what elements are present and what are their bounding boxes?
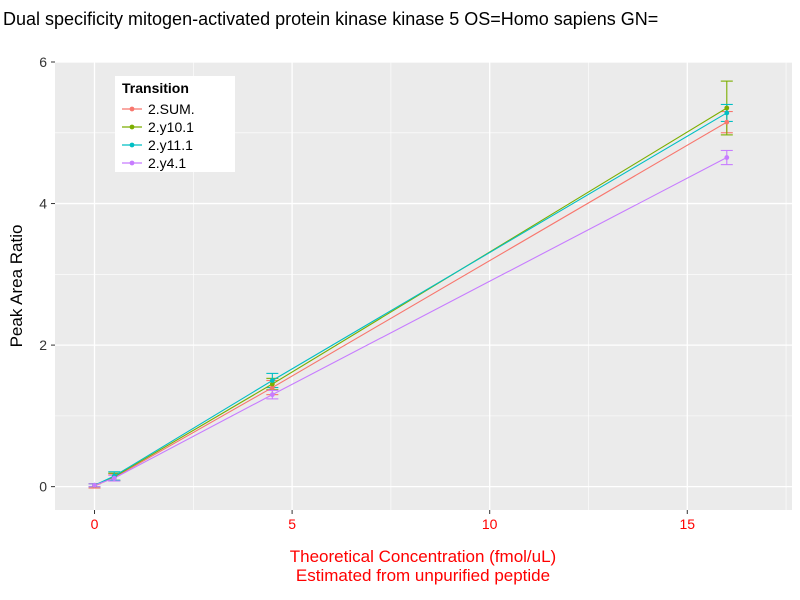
series-lines [94,107,728,487]
legend-key-point [129,160,135,166]
legend-label: 2.y11.1 [148,137,193,153]
data-point-2.y10.1 [724,105,730,111]
y-tick-label: 0 [39,479,47,495]
legend: Transition 2.SUM. 2.y10.1 2.y11.1 2.y4.1 [115,76,235,172]
legend-key-point [129,106,135,112]
legend-label: 2.SUM. [148,101,195,117]
data-point-2.SUM. [724,119,730,125]
x-axis-label-line2: Estimated from unpurified peptide [296,566,550,585]
x-tick-label: 15 [679,516,695,532]
series-line-2.y11.1 [94,112,728,486]
y-tick-label: 2 [39,337,47,353]
legend-label: 2.y4.1 [148,155,186,171]
y-axis-label: Peak Area Ratio [7,225,26,348]
x-tick-label: 0 [91,516,99,532]
data-point-2.y11.1 [269,378,275,383]
y-tick-label: 4 [39,196,47,212]
data-point-2.SUM. [269,385,275,390]
axis-ticks: 0 5 10 15 0 2 4 6 [39,54,695,532]
chart-title: l Dual specificity mitogen-activated pro… [0,9,658,29]
gridlines [55,61,792,510]
data-point-2.y4.1 [724,155,730,160]
data-point-2.y10.1 [269,381,275,387]
legend-box [115,76,235,172]
series-points [92,105,730,489]
data-point-2.y4.1 [269,392,275,398]
data-point-2.y11.1 [724,110,730,116]
legend-title: Transition [122,80,189,96]
series-line-2.y4.1 [94,157,728,486]
x-tick-label: 10 [482,516,498,532]
legend-label: 2.y10.1 [148,119,194,135]
x-axis-label-line1: Theoretical Concentration (fmol/uL) [290,547,556,566]
data-point-2.y4.1 [111,475,117,481]
legend-key-point [129,124,135,130]
legend-key-point [129,142,135,148]
data-point-2.y4.1 [92,482,97,488]
x-tick-label: 5 [288,516,296,532]
y-tick-label: 6 [39,54,47,70]
